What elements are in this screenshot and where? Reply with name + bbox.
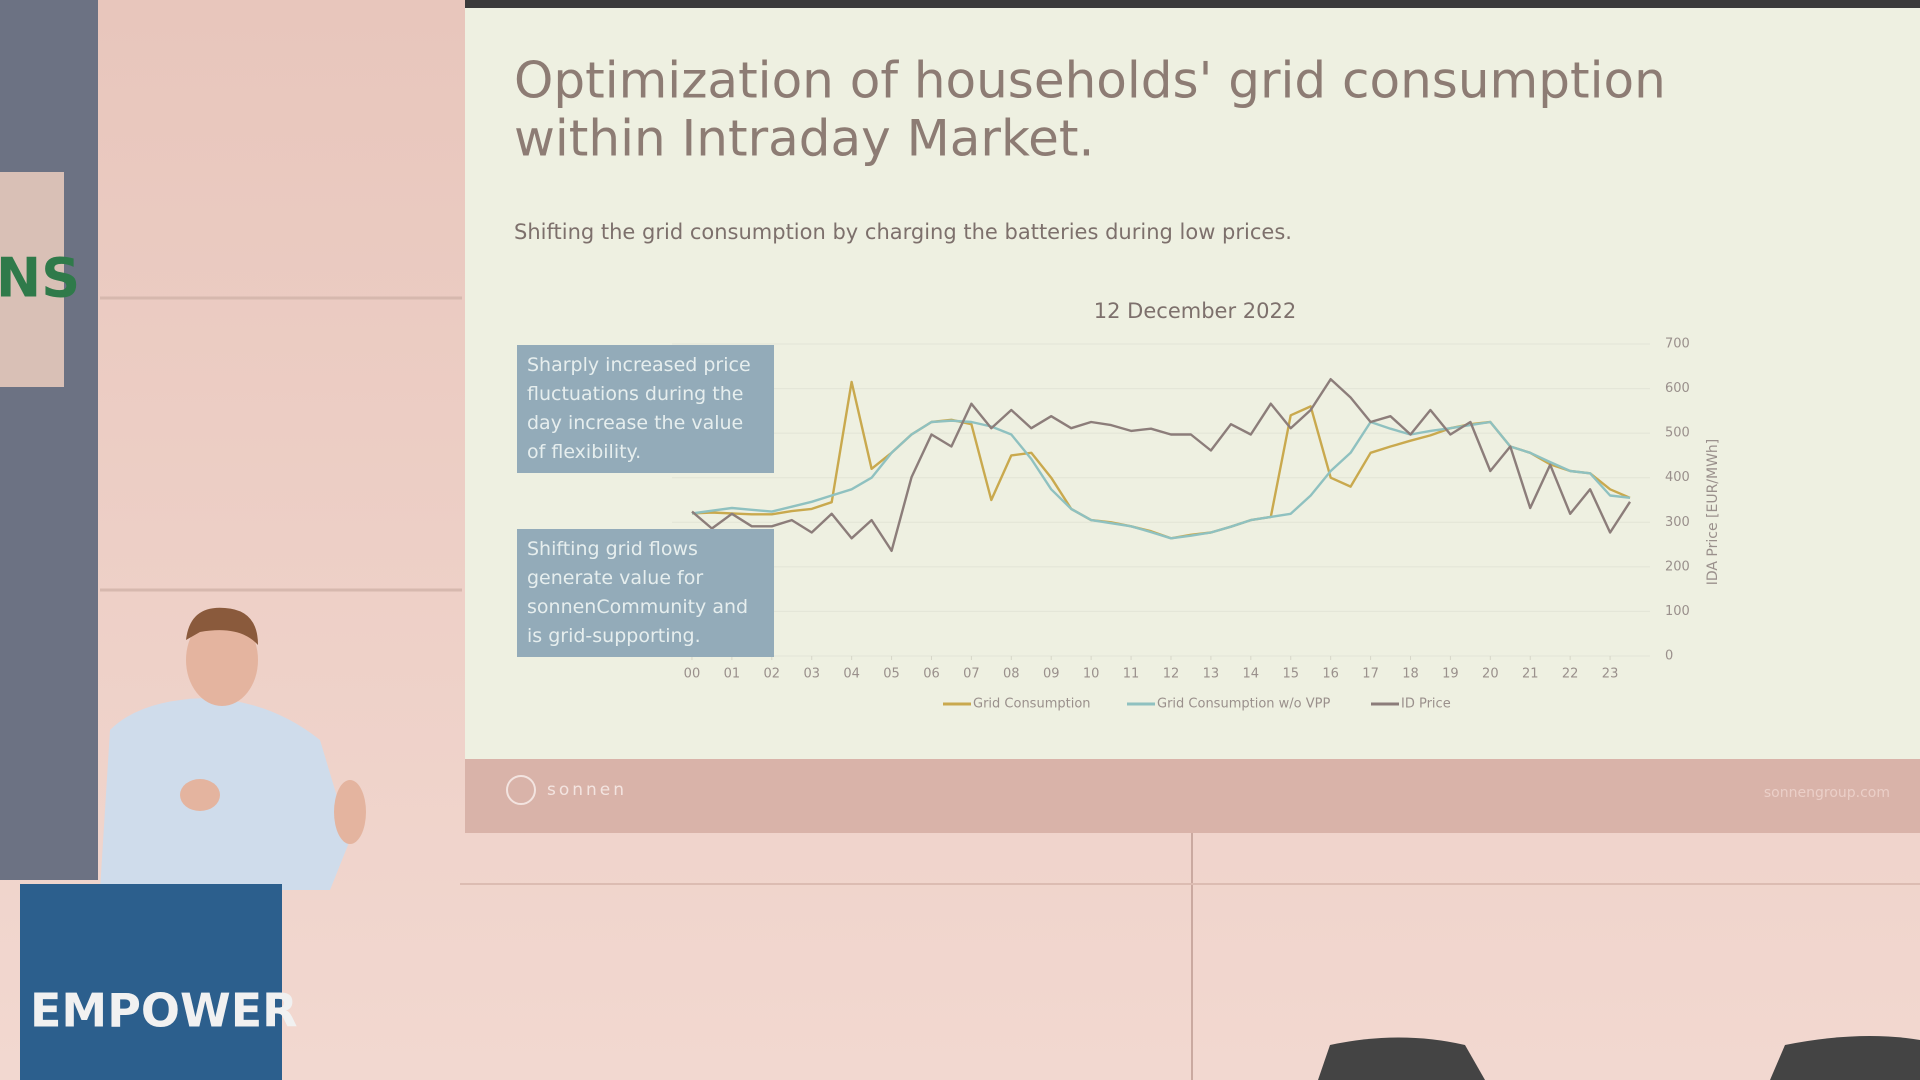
x-tick-label: 21 bbox=[1522, 667, 1539, 682]
x-tick-label: 17 bbox=[1362, 667, 1379, 682]
sign-text: NS bbox=[0, 247, 80, 310]
x-tick-label: 15 bbox=[1282, 667, 1299, 682]
chair bbox=[1770, 1036, 1920, 1080]
y-tick-label: 600 bbox=[1665, 381, 1690, 396]
y-tick-label: 400 bbox=[1665, 470, 1690, 485]
slide-title: within Intraday Market. bbox=[514, 110, 1094, 168]
podium-text: EMPOWER bbox=[30, 984, 298, 1038]
callout: Shifting grid flows generate value for s… bbox=[517, 529, 774, 657]
slide-subtitle: Shifting the grid consumption by chargin… bbox=[514, 220, 1292, 244]
legend-label: ID Price bbox=[1401, 697, 1451, 712]
podium bbox=[20, 884, 282, 1080]
y-axis-label: IDA Price [EUR/MWh] bbox=[1705, 439, 1721, 586]
callout: Sharply increased price fluctuations dur… bbox=[517, 345, 774, 473]
left-panel bbox=[0, 0, 98, 880]
speaker-shirt bbox=[100, 698, 350, 890]
slide-title: Optimization of households' grid consump… bbox=[514, 52, 1666, 110]
legend-label: Grid Consumption w/o VPP bbox=[1157, 697, 1330, 712]
series-line bbox=[691, 419, 1631, 540]
x-tick-label: 14 bbox=[1243, 667, 1260, 682]
x-tick-label: 09 bbox=[1043, 667, 1060, 682]
x-tick-label: 16 bbox=[1322, 667, 1339, 682]
speaker-head bbox=[186, 614, 258, 706]
website: sonnengroup.com bbox=[1764, 785, 1890, 801]
chair bbox=[1318, 1037, 1485, 1080]
x-tick-label: 07 bbox=[963, 667, 980, 682]
y-tick-label: 300 bbox=[1665, 515, 1690, 530]
speaker-hair bbox=[186, 607, 258, 645]
logo-text: sonnen bbox=[547, 780, 627, 800]
x-tick-label: 13 bbox=[1203, 667, 1220, 682]
x-tick-label: 03 bbox=[803, 667, 820, 682]
x-tick-label: 23 bbox=[1602, 667, 1619, 682]
sign bbox=[0, 172, 64, 387]
x-tick-label: 10 bbox=[1083, 667, 1100, 682]
series-line bbox=[691, 378, 1632, 552]
y-tick-label: 200 bbox=[1665, 559, 1690, 574]
x-tick-label: 11 bbox=[1123, 667, 1140, 682]
x-tick-label: 19 bbox=[1442, 667, 1459, 682]
x-tick-label: 18 bbox=[1402, 667, 1419, 682]
legend-label: Grid Consumption bbox=[973, 697, 1091, 712]
screen-top bbox=[465, 0, 1920, 8]
y-tick-label: 500 bbox=[1665, 426, 1690, 441]
x-tick-label: 06 bbox=[923, 667, 940, 682]
speaker-hand bbox=[180, 779, 220, 811]
x-tick-label: 20 bbox=[1482, 667, 1499, 682]
x-tick-label: 05 bbox=[883, 667, 900, 682]
logo-circle bbox=[506, 775, 536, 805]
slide-footer bbox=[465, 759, 1920, 833]
x-tick-label: 02 bbox=[764, 667, 781, 682]
x-tick-label: 08 bbox=[1003, 667, 1020, 682]
x-tick-label: 04 bbox=[843, 667, 860, 682]
x-tick-label: 12 bbox=[1163, 667, 1180, 682]
y-tick-label: 700 bbox=[1665, 337, 1690, 352]
chart-title: 12 December 2022 bbox=[1094, 299, 1296, 323]
x-tick-label: 00 bbox=[684, 667, 701, 682]
x-tick-label: 22 bbox=[1562, 667, 1579, 682]
y-tick-label: 0 bbox=[1665, 649, 1673, 664]
speaker-hand bbox=[334, 780, 366, 844]
x-tick-label: 01 bbox=[724, 667, 741, 682]
y-tick-label: 100 bbox=[1665, 604, 1690, 619]
